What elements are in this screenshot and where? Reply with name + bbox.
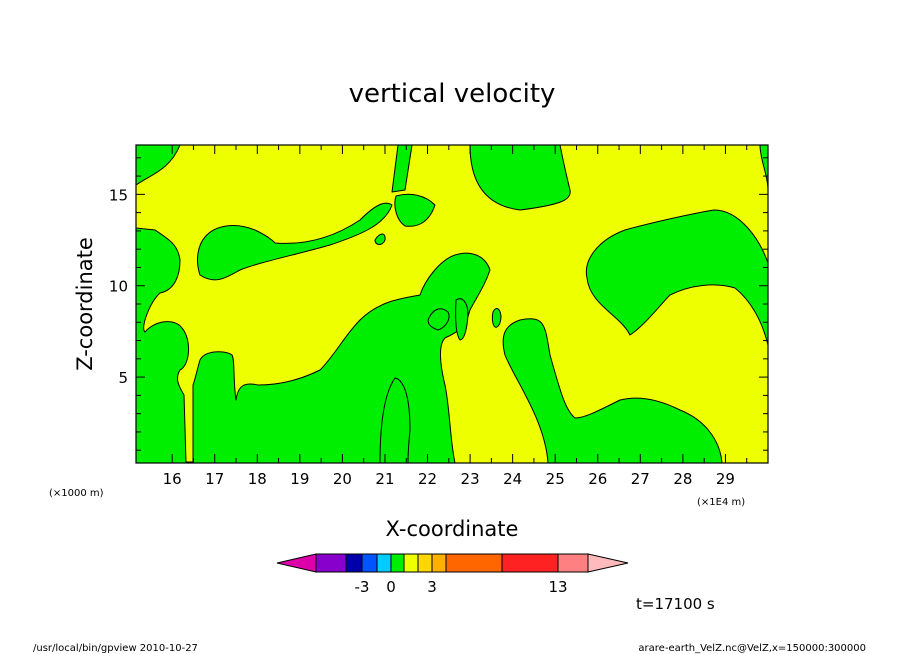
colorbar-swatch <box>403 553 419 573</box>
x-tick-label: 22 <box>418 470 437 488</box>
colorbar-swatch <box>501 553 559 573</box>
colorbar-label: -3 <box>355 578 370 596</box>
negative-velocity-pocket <box>379 377 411 463</box>
colorbar-swatch <box>417 553 433 573</box>
x-tick-label: 27 <box>631 470 650 488</box>
x-tick-label: 24 <box>503 470 522 488</box>
x-tick-label: 25 <box>546 470 565 488</box>
x-unit-left-label: (×1000 m) <box>49 488 104 499</box>
negative-velocity-pocket <box>491 308 502 328</box>
colorbar-arrow-high <box>587 553 629 573</box>
colorbar-arrow-low <box>276 553 317 573</box>
colorbar-label: 13 <box>548 578 567 596</box>
x-tick-label: 29 <box>716 470 735 488</box>
x-tick-label: 20 <box>333 470 352 488</box>
colorbar-swatch <box>376 553 392 573</box>
colorbar-label: 3 <box>427 578 437 596</box>
y-axis-label: Z-coordinate <box>73 237 97 371</box>
x-tick-label: 16 <box>163 470 182 488</box>
negative-velocity-pocket <box>197 202 393 281</box>
colorbar-label: 0 <box>386 578 396 596</box>
x-tick-label: 17 <box>205 470 224 488</box>
x-axis: 16 17 18 19 20 21 22 23 24 25 26 27 28 29 <box>163 145 748 488</box>
footer-right-label: arare-earth_VelZ.nc@VelZ,x=150000:300000 <box>638 643 866 654</box>
colorbar-swatch <box>315 553 347 573</box>
y-axis: 5 10 15 <box>109 157 768 451</box>
negative-velocity-pocket <box>374 233 386 245</box>
colorbar-swatch <box>557 553 589 573</box>
x-tick-label: 19 <box>290 470 309 488</box>
colorbar-swatch <box>361 553 378 573</box>
x-unit-right-label: (×1E4 m) <box>697 497 745 508</box>
negative-velocity-pocket <box>455 298 469 341</box>
footer-left-label: /usr/local/bin/gpview 2010-10-27 <box>33 643 198 654</box>
x-tick-label: 21 <box>375 470 394 488</box>
colorbar-swatch <box>345 553 363 573</box>
time-label: t=17100 s <box>636 595 715 613</box>
chart-title: vertical velocity <box>349 79 556 109</box>
x-tick-label: 18 <box>248 470 267 488</box>
y-tick-label: 5 <box>118 369 128 387</box>
negative-velocity-pocket <box>427 308 450 331</box>
x-tick-label: 23 <box>461 470 480 488</box>
colorbar: -3 0 3 13 <box>276 553 629 596</box>
x-axis-label: X-coordinate <box>386 517 519 541</box>
colorbar-swatch <box>431 553 447 573</box>
colorbar-swatch <box>445 553 503 573</box>
y-tick-label: 10 <box>109 278 128 296</box>
negative-velocity-pocket <box>394 193 436 227</box>
x-tick-label: 28 <box>673 470 692 488</box>
y-tick-label: 15 <box>109 186 128 204</box>
plot-area <box>136 145 768 463</box>
colorbar-swatch <box>390 553 405 573</box>
x-tick-label: 26 <box>588 470 607 488</box>
